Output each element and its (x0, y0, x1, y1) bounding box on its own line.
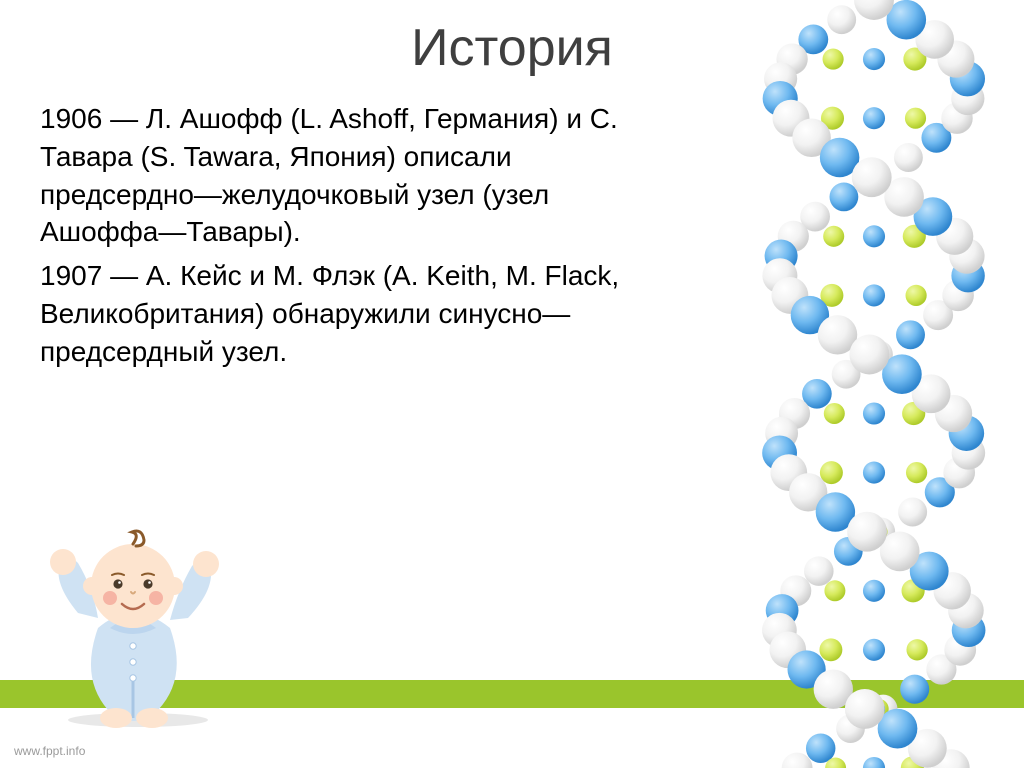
paragraph-1: 1906 — Л. Ашофф (L. Ashoff, Германия) и … (40, 100, 660, 251)
dna-helix-graphic (714, 0, 1014, 768)
baby-graphic (38, 528, 228, 728)
slide: История 1906 — Л. Ашофф (L. Ashoff, Герм… (0, 0, 1024, 768)
footer-url: www.fppt.info (14, 744, 85, 758)
body-text: 1906 — Л. Ашофф (L. Ashoff, Германия) и … (40, 100, 660, 377)
paragraph-2: 1907 — А. Кейс и М. Флэк (A. Keith, M. F… (40, 257, 660, 370)
